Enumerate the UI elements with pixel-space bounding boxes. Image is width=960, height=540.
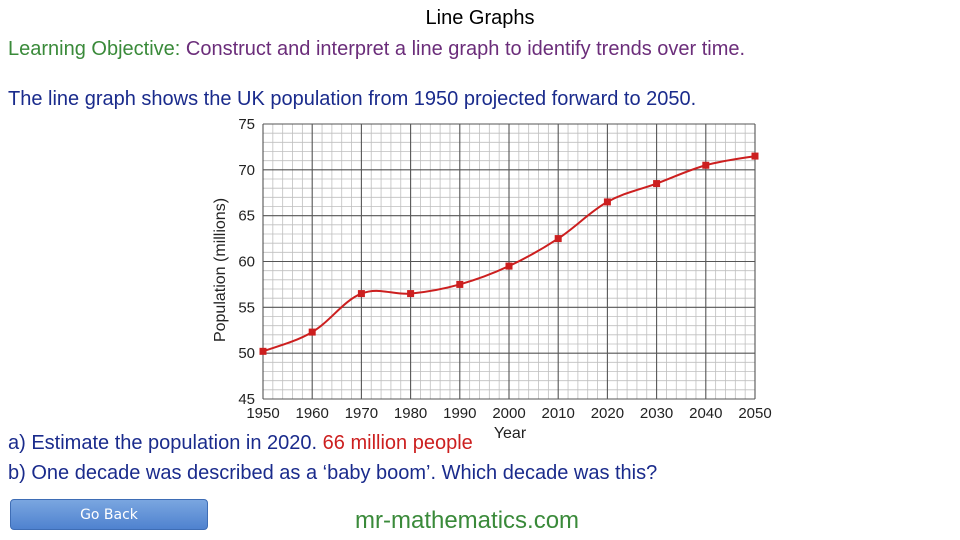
y-tick-label: 60 <box>238 254 255 271</box>
x-tick-label: 1950 <box>246 405 279 422</box>
page-title: Line Graphs <box>425 7 535 29</box>
x-tick-label: 2000 <box>492 405 525 422</box>
x-tick-label: 2020 <box>591 405 624 422</box>
x-axis-label: Year <box>494 425 527 440</box>
footer-site: mr-mathematics.com <box>355 507 580 534</box>
data-point-marker <box>702 161 710 169</box>
x-tick-label: 2010 <box>542 405 575 422</box>
y-tick-labels: 45 50 55 60 65 70 75 <box>238 116 255 408</box>
data-point-marker <box>456 280 464 288</box>
y-tick-label: 45 <box>238 391 255 408</box>
y-tick-label: 55 <box>238 299 255 316</box>
data-point-marker <box>554 235 562 243</box>
data-point-marker <box>603 198 611 206</box>
y-axis-label: Population (millions) <box>212 198 229 342</box>
intro-text: The line graph shows the UK population f… <box>8 88 697 110</box>
question-b: b) One decade was described as a ‘baby b… <box>8 462 658 484</box>
x-tick-label: 1970 <box>345 405 378 422</box>
x-tick-label: 2030 <box>640 405 673 422</box>
go-back-button[interactable]: Go Back <box>10 499 208 530</box>
x-tick-labels: 1950 1960 1970 1980 1990 2000 2010 2020 2030 2040… <box>246 405 771 422</box>
chart-grid <box>262 123 756 400</box>
x-tick-label: 1990 <box>443 405 476 422</box>
x-tick-label: 1980 <box>394 405 427 422</box>
objective-text: Construct and interpret a line graph to … <box>185 38 746 60</box>
data-point-marker <box>308 328 316 336</box>
y-tick-label: 70 <box>238 162 255 179</box>
data-point-marker <box>505 262 513 270</box>
data-point-marker <box>751 152 759 160</box>
data-point-marker <box>407 290 415 298</box>
objective-label: Learning Objective: <box>8 38 181 60</box>
question-a-text: a) Estimate the population in 2020. <box>8 432 318 454</box>
data-point-marker <box>653 180 661 188</box>
learning-objective: Learning Objective: Construct and interp… <box>8 38 745 61</box>
question-a: a) Estimate the population in 2020. 66 m… <box>8 432 473 455</box>
x-tick-label: 2040 <box>689 405 722 422</box>
y-tick-label: 50 <box>238 345 255 362</box>
x-tick-label: 2050 <box>738 405 771 422</box>
population-line-chart: 45 50 55 60 65 70 75 1950 1960 1970 1980 1990 2000 2… <box>212 116 772 440</box>
data-point-marker <box>357 290 365 298</box>
x-tick-label: 1960 <box>296 405 329 422</box>
y-tick-label: 75 <box>238 116 255 133</box>
series-group <box>259 152 759 355</box>
y-tick-label: 65 <box>238 208 255 225</box>
data-point-marker <box>259 347 267 355</box>
question-a-answer: 66 million people <box>322 432 473 454</box>
